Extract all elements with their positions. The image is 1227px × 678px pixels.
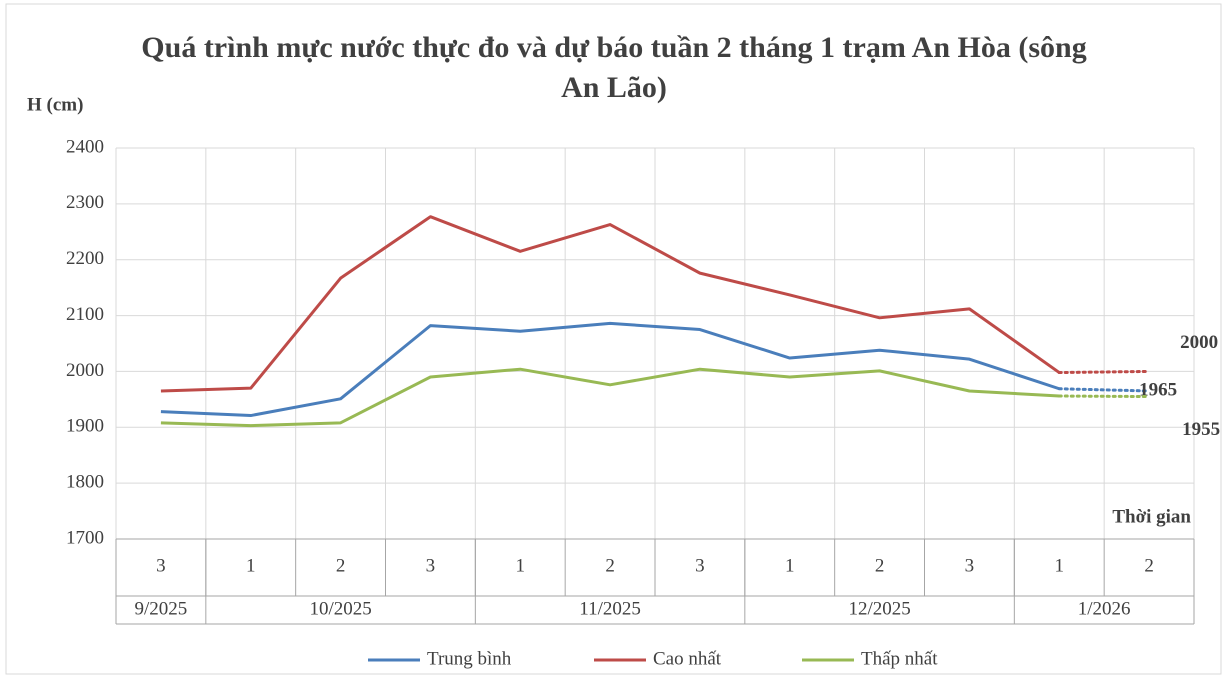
group-label: 10/2025 [309,598,371,619]
x-tick-label: 1 [1055,555,1065,576]
legend-label: Thấp nhất [861,648,938,669]
x-tick-label: 2 [875,555,885,576]
chart-title: Quá trình mực nước thực đo và dự báo tuầ… [141,31,1087,104]
y-tick-label: 2300 [66,192,104,213]
y-tick-label: 2000 [66,360,104,381]
x-tick-label: 3 [426,555,436,576]
x-tick-label: 2 [336,555,346,576]
group-label: 11/2025 [579,598,641,619]
y-tick-label: 1800 [66,472,104,493]
series-line [160,367,1060,428]
x-tick-label: 3 [965,555,975,576]
group-label: 9/2025 [135,598,188,619]
group-label: 1/2026 [1078,598,1131,619]
x-tick-label: 2 [605,555,615,576]
y-tick-label: 2400 [66,136,104,157]
forecast-line [1057,369,1151,375]
x-tick-label: 1 [785,555,795,576]
y-tick-label: 1900 [66,416,104,437]
end-label: 1965 [1139,379,1177,400]
x-tick-label: 2 [1144,555,1154,576]
y-tick-label: 2100 [66,304,104,325]
y-tick-label: 1700 [66,527,104,548]
x-tick-label: 1 [246,555,256,576]
x-tick-label: 1 [516,555,526,576]
x-tick-label: 3 [156,555,166,576]
forecast-line [1057,394,1151,399]
series-line [160,215,1061,393]
x-axis-label: Thời gian [1112,506,1191,527]
legend-label: Cao nhất [653,648,722,669]
y-axis-label: H (cm) [27,94,83,115]
chart-frame [5,3,1222,675]
group-label: 12/2025 [848,598,910,619]
end-label: 2000 [1180,332,1218,353]
end-label: 1955 [1182,419,1220,440]
legend-label: Trung bình [427,648,512,669]
x-tick-label: 3 [695,555,705,576]
series-line [160,321,1060,418]
y-tick-label: 2200 [66,248,104,269]
forecast-line [1057,387,1151,393]
